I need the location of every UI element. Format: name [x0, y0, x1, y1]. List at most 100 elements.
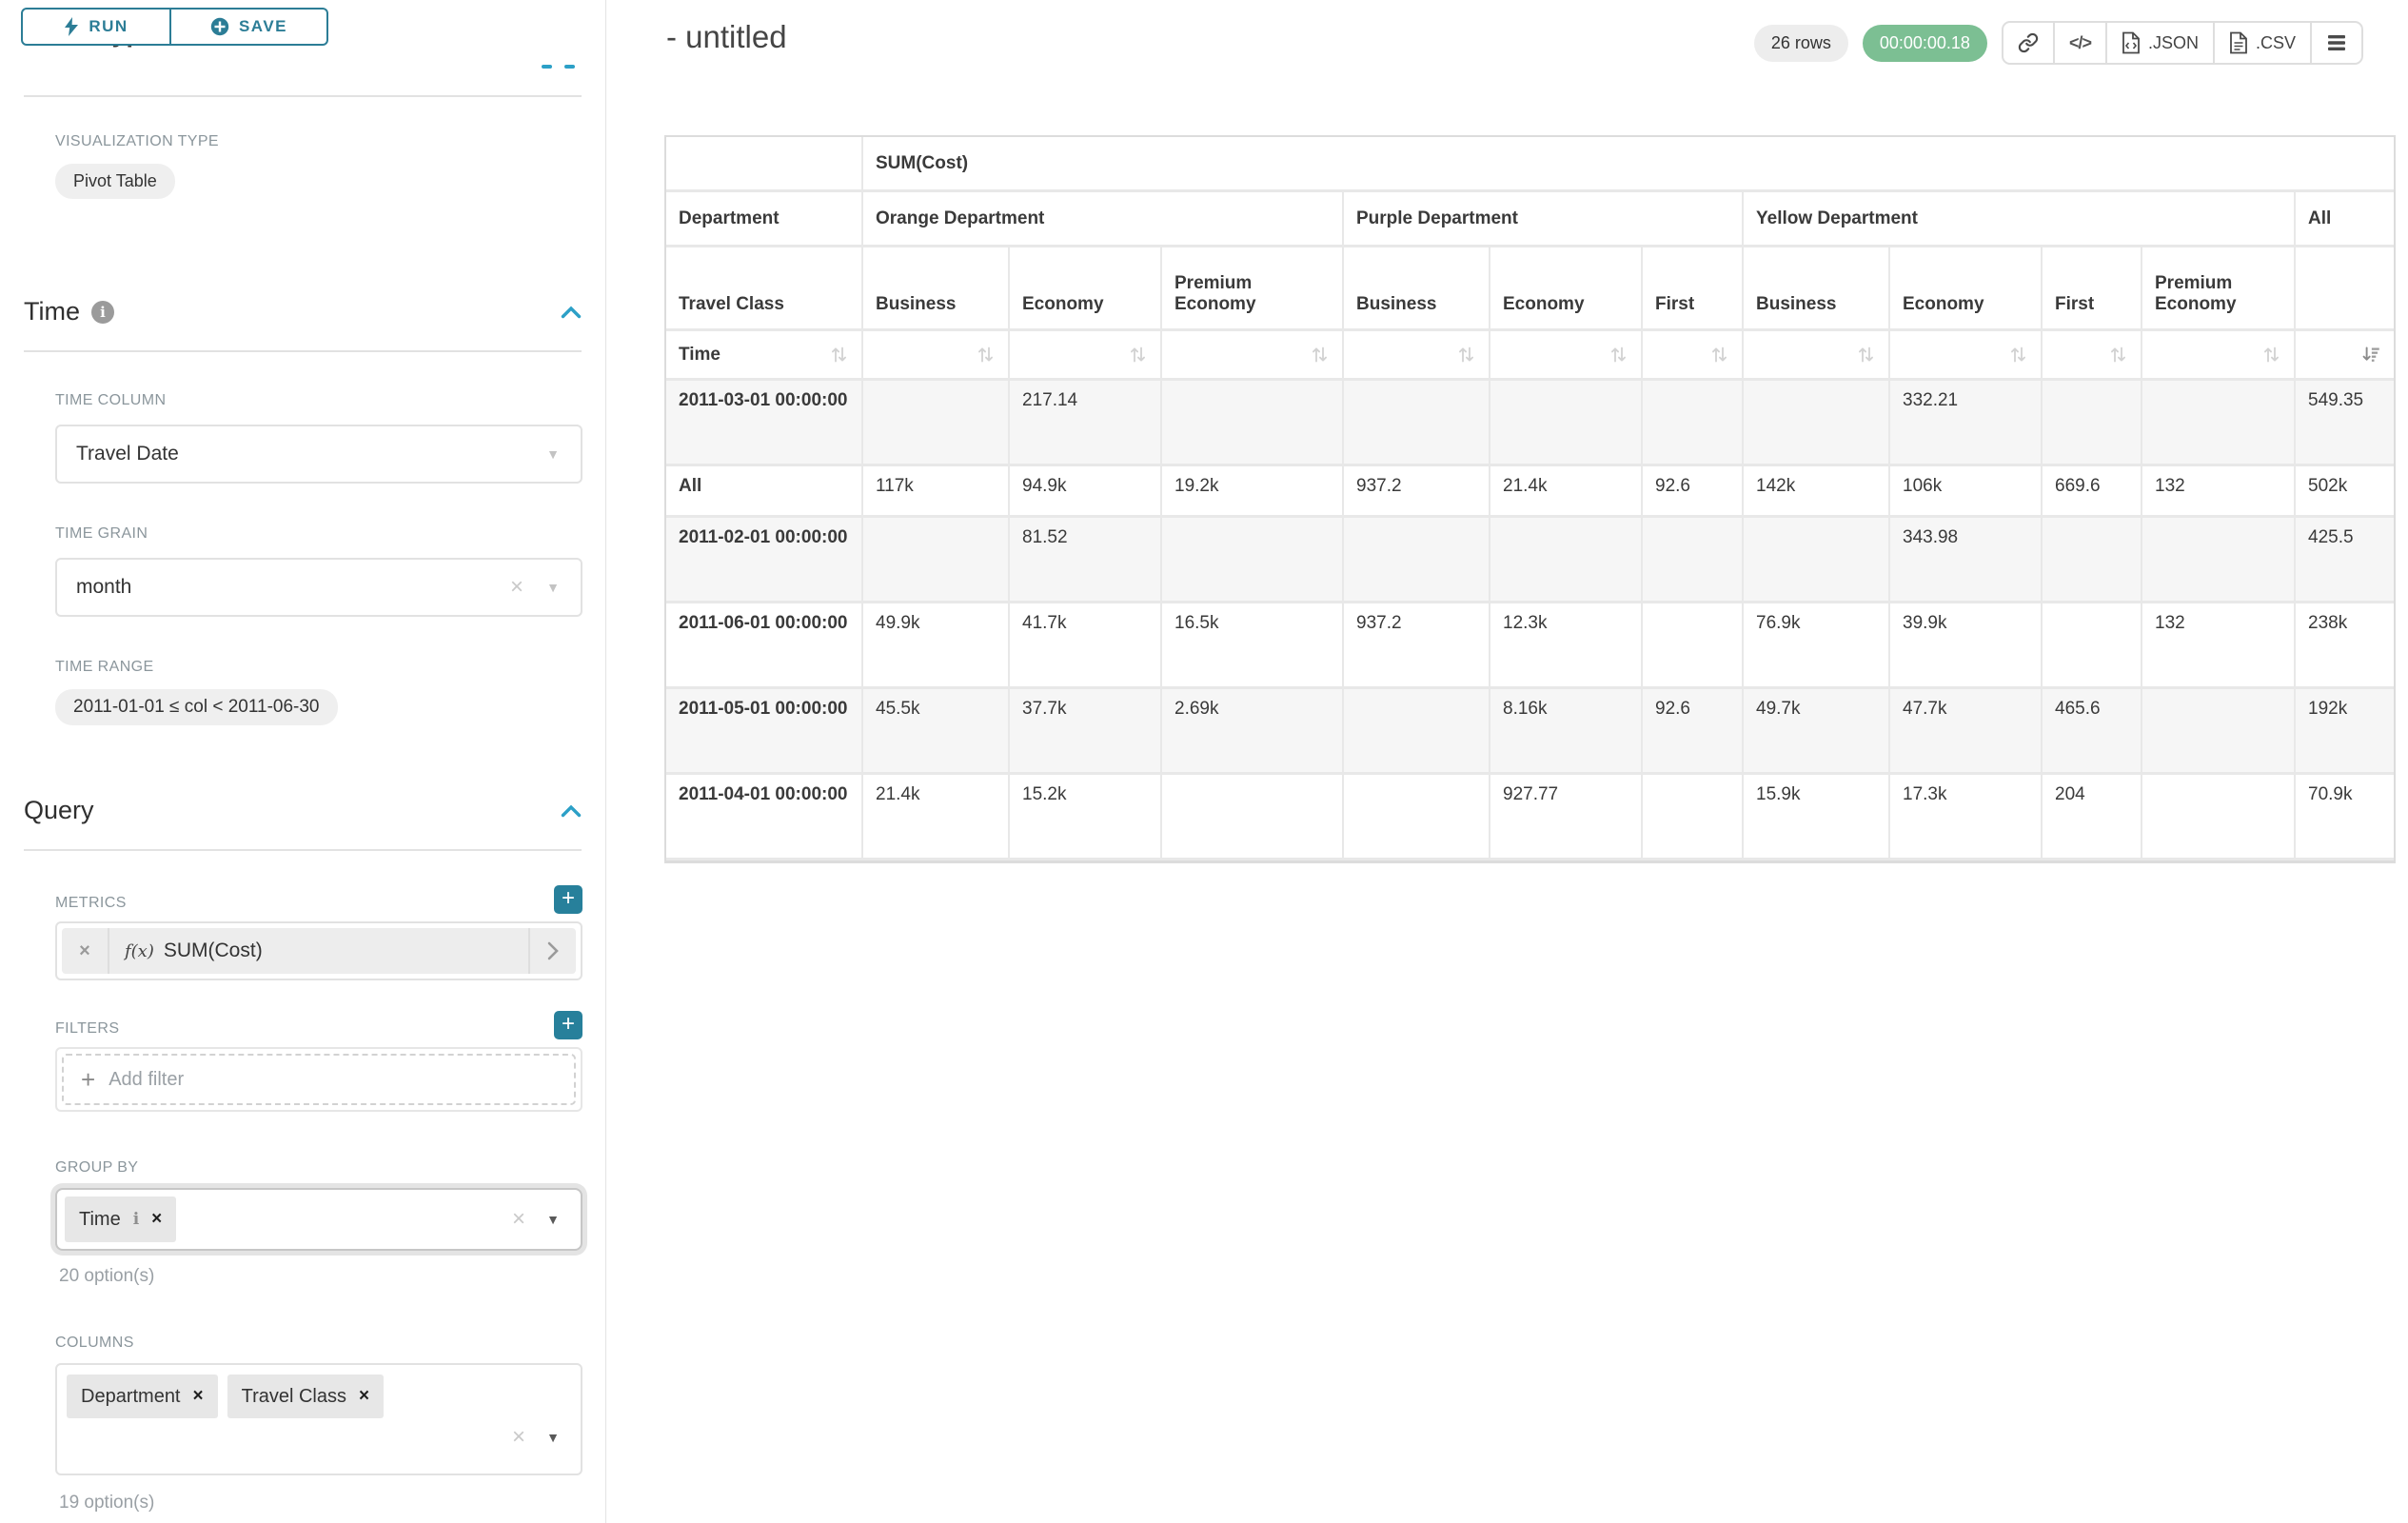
pivot-corner-cell: [666, 137, 863, 192]
pivot-data-cell: [1490, 518, 1643, 603]
chevron-up-icon[interactable]: [561, 804, 582, 818]
pivot-data-cell: 465.6: [2043, 689, 2142, 775]
pivot-data-cell: 2.69k: [1162, 689, 1344, 775]
pivot-col-dim-header: Travel Class: [666, 247, 863, 331]
pivot-data-cell: 204: [2043, 775, 2142, 860]
columns-chip-travel-class[interactable]: Travel Class ×: [227, 1375, 385, 1418]
group-by-chip-time[interactable]: Time i ×: [65, 1197, 176, 1242]
pivot-row-dim-header: Department: [666, 192, 863, 247]
metric-value: SUM(Cost): [164, 940, 263, 962]
pivot-data-cell: 142k: [1744, 466, 1890, 518]
pivot-row-label: All: [666, 466, 863, 518]
menu-icon: [2326, 34, 2347, 51]
code-icon: </>: [2069, 33, 2091, 53]
clear-icon[interactable]: ×: [512, 1424, 525, 1451]
page-title[interactable]: - untitled: [666, 19, 787, 55]
remove-chip-icon[interactable]: ×: [151, 1209, 162, 1230]
time-column-select[interactable]: Travel Date ▼: [55, 425, 582, 484]
pivot-data-cell: 132: [2142, 466, 2296, 518]
add-filter-label: Add filter: [109, 1069, 184, 1091]
divider: [24, 350, 582, 352]
remove-chip-icon[interactable]: ×: [359, 1386, 369, 1407]
columns-select[interactable]: Department × Travel Class × × ▼: [55, 1363, 582, 1475]
pivot-sort-cell[interactable]: [2043, 331, 2142, 381]
pivot-data-cell: [2142, 518, 2296, 603]
pivot-sort-cell[interactable]: [1643, 331, 1744, 381]
pivot-data-cell: [1744, 518, 1890, 603]
run-button[interactable]: RUN: [21, 8, 171, 46]
time-range-pill[interactable]: 2011-01-01 ≤ col < 2011-06-30: [55, 689, 338, 725]
time-range-label: TIME RANGE: [55, 659, 154, 676]
columns-label: COLUMNS: [55, 1335, 134, 1352]
group-by-select[interactable]: Time i × × ▼: [55, 1188, 582, 1251]
pivot-data-cell: [863, 518, 1010, 603]
pivot-sort-cell[interactable]: [863, 331, 1010, 381]
pivot-data-cell: 15.9k: [1744, 775, 1890, 860]
pivot-sort-cell[interactable]: [2142, 331, 2296, 381]
pivot-time-sort-cell[interactable]: Time: [666, 331, 863, 381]
pivot-data-cell: 76.9k: [1744, 603, 1890, 689]
pivot-sort-cell-active[interactable]: [2296, 331, 2394, 381]
export-json-button[interactable]: .JSON: [2105, 23, 2213, 63]
pivot-data-cell: 937.2: [1344, 466, 1490, 518]
time-column-value: Travel Date: [76, 443, 179, 465]
pivot-data-cell: [2043, 518, 2142, 603]
pivot-sort-cell[interactable]: [1490, 331, 1643, 381]
pivot-data-cell: 21.4k: [1490, 466, 1643, 518]
chevron-down-icon[interactable]: ▼: [546, 1430, 560, 1445]
chevron-down-icon: ▼: [546, 580, 560, 595]
save-button[interactable]: SAVE: [171, 8, 328, 46]
chart-panel: - untitled 26 rows 00:00:00.18 </> .JSON: [626, 0, 2408, 1523]
share-link-button[interactable]: [2003, 23, 2053, 63]
pivot-row-label: 2011-06-01 00:00:00: [666, 603, 863, 689]
pivot-data-cell: [2142, 381, 2296, 466]
json-label: .JSON: [2148, 33, 2199, 53]
pivot-data-cell: [2043, 603, 2142, 689]
pivot-data-cell: 425.5: [2296, 518, 2394, 603]
view-query-button[interactable]: </>: [2053, 23, 2105, 63]
pivot-col-header: First: [1643, 247, 1744, 331]
pivot-row-label: 2011-04-01 00:00:00: [666, 775, 863, 860]
clipped-edit-icon: [542, 65, 552, 69]
pivot-sort-cell[interactable]: [1162, 331, 1344, 381]
visualization-type-pill[interactable]: Pivot Table: [55, 164, 175, 199]
pivot-data-cell: 39.9k: [1890, 603, 2043, 689]
remove-metric-icon[interactable]: ×: [62, 928, 109, 974]
pivot-data-cell: 15.2k: [1010, 775, 1162, 860]
chevron-right-icon[interactable]: [528, 928, 576, 974]
pivot-sort-cell[interactable]: [1010, 331, 1162, 381]
clear-icon[interactable]: ×: [510, 574, 523, 601]
pivot-data-cell: [1344, 518, 1490, 603]
add-metric-button[interactable]: +: [554, 885, 582, 914]
query-timer-badge: 00:00:00.18: [1863, 25, 1987, 62]
time-grain-select[interactable]: month × ▼: [55, 558, 582, 617]
pivot-col-header: Business: [1744, 247, 1890, 331]
pivot-row-label: 2011-03-01 00:00:00: [666, 381, 863, 466]
filters-label: FILTERS: [55, 1020, 119, 1038]
pivot-col-header: Economy: [1010, 247, 1162, 331]
metrics-control: × f(x) SUM(Cost): [55, 921, 582, 980]
export-button-group: </> .JSON .CSV: [2002, 21, 2363, 65]
pivot-data-cell: [2043, 381, 2142, 466]
chevron-up-icon[interactable]: [561, 306, 582, 319]
pivot-sort-cell[interactable]: [1890, 331, 2043, 381]
menu-button[interactable]: [2310, 23, 2361, 63]
columns-chip-department[interactable]: Department ×: [67, 1375, 218, 1418]
chevron-down-icon[interactable]: ▼: [546, 1212, 560, 1227]
pivot-data-cell: 92.6: [1643, 689, 1744, 775]
pivot-sort-cell[interactable]: [1744, 331, 1890, 381]
pivot-sort-cell[interactable]: [1344, 331, 1490, 381]
pivot-data-cell: 502k: [2296, 466, 2394, 518]
export-csv-button[interactable]: .CSV: [2213, 23, 2310, 63]
pivot-col-header: [2296, 247, 2394, 331]
remove-chip-icon[interactable]: ×: [193, 1386, 204, 1407]
add-filter-plus-button[interactable]: +: [554, 1011, 582, 1039]
pivot-data-cell: [1490, 381, 1643, 466]
group-by-chip-label: Time: [79, 1209, 121, 1231]
chevron-down-icon: ▼: [546, 446, 560, 462]
pivot-data-cell: [1162, 775, 1344, 860]
pivot-data-cell: 70.9k: [2296, 775, 2394, 860]
metric-chip[interactable]: × f(x) SUM(Cost): [62, 928, 576, 974]
clear-icon[interactable]: ×: [512, 1206, 525, 1233]
add-filter-button[interactable]: + Add filter: [62, 1054, 576, 1105]
